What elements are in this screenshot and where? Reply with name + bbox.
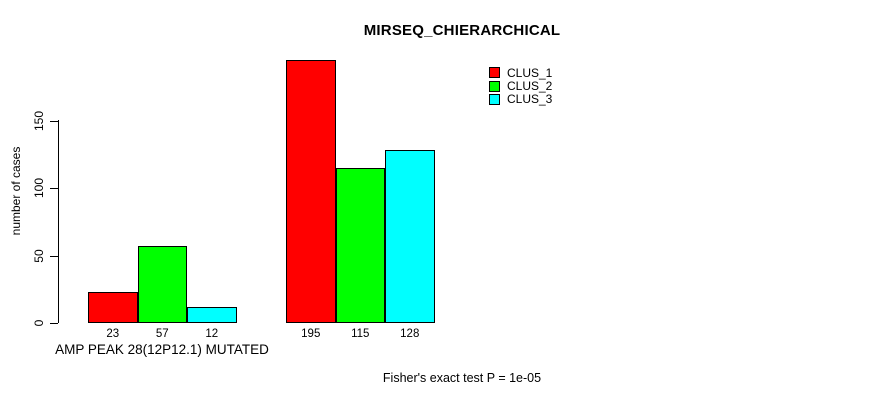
bar-value-label: 195 — [301, 328, 321, 340]
legend-label: CLUS_3 — [507, 92, 553, 107]
legend-item-clus_3: CLUS_3 — [489, 93, 552, 106]
y-axis-tick — [50, 188, 58, 189]
y-axis-tick — [50, 121, 58, 122]
y-axis-tick-label: 150 — [32, 110, 46, 132]
y-axis-tick-label: 50 — [32, 249, 46, 263]
y-axis-line — [58, 120, 59, 323]
y-axis-tick — [50, 323, 58, 324]
legend-swatch-icon — [489, 80, 500, 92]
legend-label: CLUS_1 — [507, 65, 553, 80]
legend-swatch-icon — [489, 67, 500, 79]
bar-clus_1-group1 — [88, 292, 138, 323]
bar-value-label: 57 — [155, 328, 169, 340]
legend-item-clus_2: CLUS_2 — [489, 79, 552, 92]
footnote: Fisher's exact test P = 1e-05 — [382, 371, 542, 385]
bar-clus_2-group1 — [137, 246, 187, 323]
bar-clus_1-group2 — [286, 60, 336, 323]
legend-item-clus_1: CLUS_1 — [489, 66, 552, 79]
y-axis-label: number of cases — [9, 146, 23, 236]
bar-clus_3-group2 — [385, 150, 435, 323]
bar-value-label: 128 — [400, 328, 420, 340]
legend: CLUS_1 CLUS_2 CLUS_3 — [489, 66, 552, 106]
bar-clus_2-group2 — [335, 168, 385, 323]
bar-clus_3-group1 — [187, 307, 237, 323]
y-axis-tick-label: 100 — [32, 177, 46, 199]
bar-value-label: 12 — [205, 328, 219, 340]
y-axis-tick-label: 0 — [32, 319, 46, 327]
bar-value-label: 23 — [106, 328, 120, 340]
x-axis-group-label: AMP PEAK 28(12P12.1) MUTATED — [55, 342, 269, 357]
y-axis-tick — [50, 256, 58, 257]
legend-swatch-icon — [489, 93, 500, 105]
chart-title: MIRSEQ_CHIERARCHICAL — [363, 22, 561, 39]
legend-label: CLUS_2 — [507, 79, 553, 94]
bar-value-label: 115 — [351, 328, 370, 340]
